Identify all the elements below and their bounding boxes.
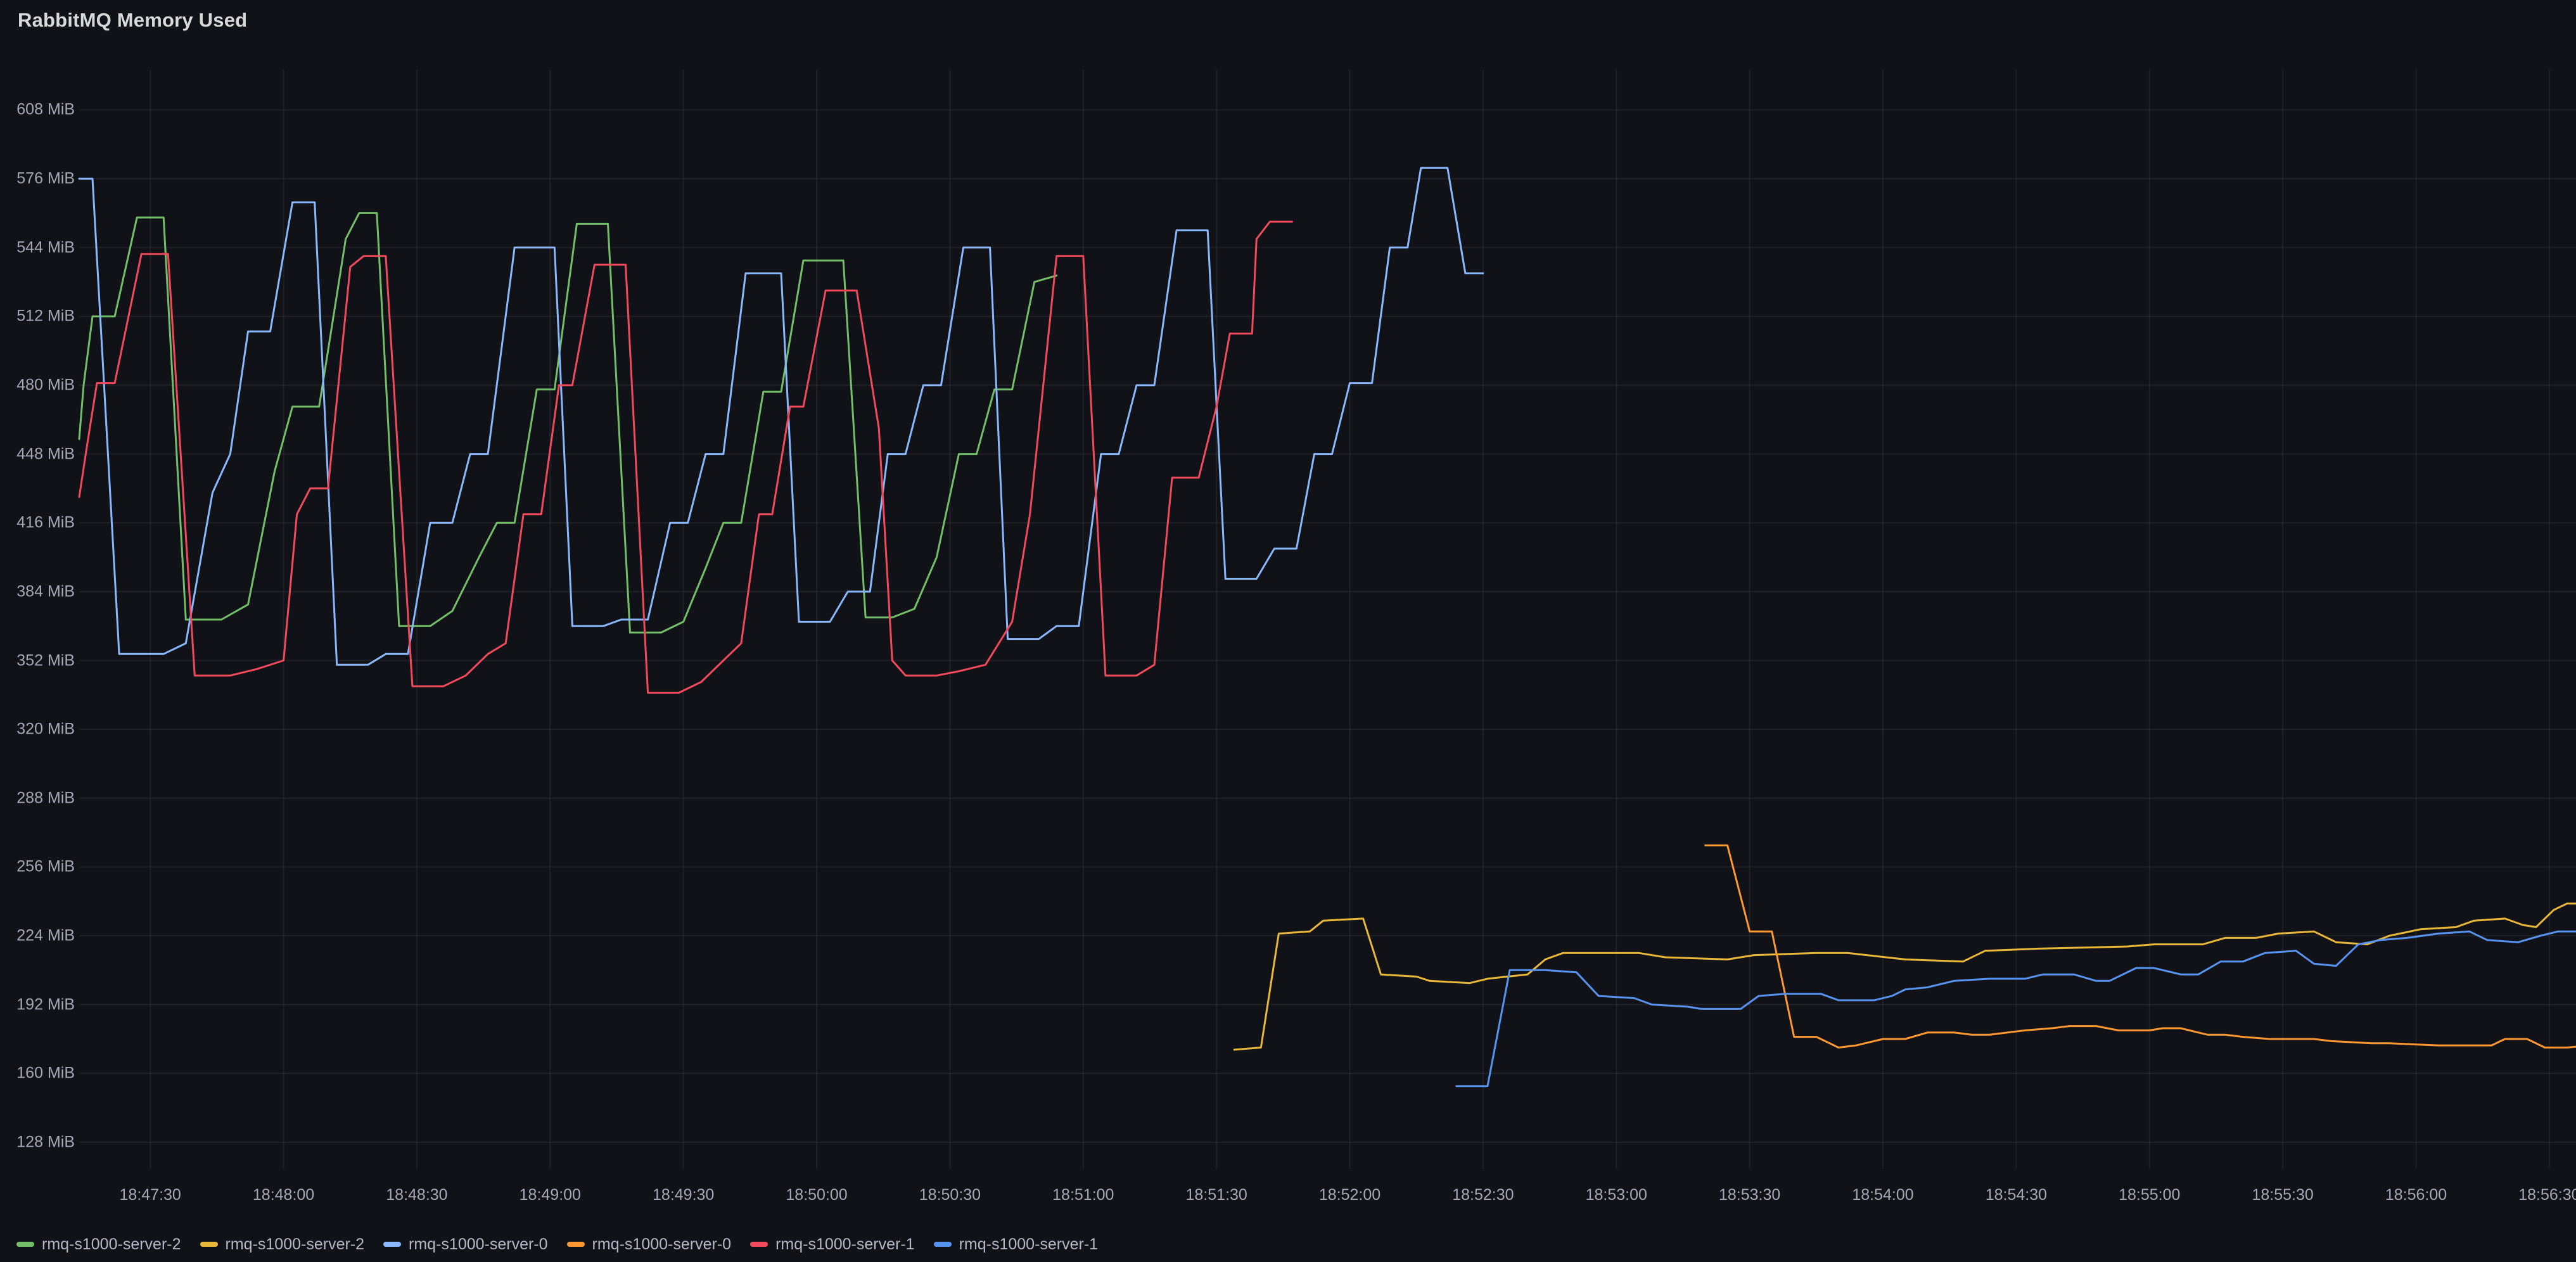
y-tick-label: 416 MiB xyxy=(16,513,75,532)
legend: rmq-s1000-server-2 rmq-s1000-server-2 rmq-… xyxy=(16,1232,1117,1257)
series-line-rmq-s1000-server-1 xyxy=(78,220,1293,694)
y-tick-label: 608 MiB xyxy=(16,100,75,118)
legend-label: rmq-s1000-server-1 xyxy=(959,1235,1099,1253)
x-tick-label: 18:55:30 xyxy=(2252,1186,2314,1204)
legend-swatch-icon xyxy=(16,1242,34,1247)
legend-swatch-icon xyxy=(566,1242,585,1247)
series-line-rmq-s1000-server-0 xyxy=(78,167,1484,666)
legend-item-rmq-s1000-server-2[interactable]: rmq-s1000-server-2 xyxy=(200,1235,365,1254)
legend-item-rmq-s1000-server-0[interactable]: rmq-s1000-server-0 xyxy=(383,1235,548,1254)
y-tick-label: 448 MiB xyxy=(16,445,75,463)
y-tick-label: 256 MiB xyxy=(16,857,75,876)
legend-item-rmq-s1000-server-1[interactable]: rmq-s1000-server-1 xyxy=(750,1235,915,1254)
y-tick-label: 160 MiB xyxy=(16,1064,75,1082)
legend-swatch-icon xyxy=(750,1242,768,1247)
series-line-rmq-s1000-server-0 xyxy=(1704,844,2576,1048)
x-tick-label: 18:51:30 xyxy=(1185,1186,1247,1204)
legend-item-rmq-s1000-server-1[interactable]: rmq-s1000-server-1 xyxy=(933,1235,1099,1254)
y-tick-label: 192 MiB xyxy=(16,995,75,1014)
x-tick-label: 18:56:30 xyxy=(2518,1186,2576,1204)
y-tick-label: 512 MiB xyxy=(16,307,75,325)
y-tick-label: 384 MiB xyxy=(16,582,75,601)
x-tick-label: 18:53:30 xyxy=(1719,1186,1781,1204)
x-tick-label: 18:49:00 xyxy=(519,1186,581,1204)
y-tick-label: 224 MiB xyxy=(16,926,75,945)
legend-item-rmq-s1000-server-0[interactable]: rmq-s1000-server-0 xyxy=(566,1235,732,1254)
series-line-rmq-s1000-server-2 xyxy=(78,212,1058,634)
y-tick-label: 576 MiB xyxy=(16,169,75,188)
x-tick-label: 18:48:00 xyxy=(252,1186,315,1204)
y-tick-label: 544 MiB xyxy=(16,238,75,257)
x-tick-label: 18:52:00 xyxy=(1318,1186,1381,1204)
x-tick-label: 18:53:00 xyxy=(1585,1186,1647,1204)
legend-label: rmq-s1000-server-2 xyxy=(225,1235,365,1253)
x-tick-label: 18:56:00 xyxy=(2385,1186,2447,1204)
y-tick-label: 480 MiB xyxy=(16,376,75,394)
x-tick-label: 18:55:00 xyxy=(2119,1186,2181,1204)
legend-swatch-icon xyxy=(200,1242,218,1247)
series-line-rmq-s1000-server-2 xyxy=(1233,902,2576,1051)
legend-swatch-icon xyxy=(383,1242,402,1247)
legend-label: rmq-s1000-server-0 xyxy=(592,1235,732,1253)
y-tick-label: 352 MiB xyxy=(16,651,75,669)
legend-label: rmq-s1000-server-0 xyxy=(409,1235,548,1253)
x-tick-label: 18:50:30 xyxy=(919,1186,981,1204)
x-tick-label: 18:54:30 xyxy=(1985,1186,2048,1204)
legend-label: rmq-s1000-server-2 xyxy=(42,1235,181,1253)
x-tick-label: 18:54:00 xyxy=(1852,1186,1914,1204)
x-tick-label: 18:47:30 xyxy=(119,1186,181,1204)
legend-label: rmq-s1000-server-1 xyxy=(775,1235,915,1253)
legend-item-rmq-s1000-server-2[interactable]: rmq-s1000-server-2 xyxy=(16,1235,181,1254)
x-tick-label: 18:48:30 xyxy=(386,1186,448,1204)
x-tick-label: 18:50:00 xyxy=(786,1186,848,1204)
panel-title[interactable]: RabbitMQ Memory Used xyxy=(18,9,248,31)
x-tick-label: 18:49:30 xyxy=(653,1186,715,1204)
x-tick-label: 18:52:30 xyxy=(1452,1186,1514,1204)
y-tick-label: 128 MiB xyxy=(16,1133,75,1151)
series-line-rmq-s1000-server-1 xyxy=(1455,930,2576,1088)
x-tick-label: 18:51:00 xyxy=(1052,1186,1114,1204)
y-tick-label: 288 MiB xyxy=(16,789,75,807)
legend-swatch-icon xyxy=(933,1242,952,1247)
y-tick-label: 320 MiB xyxy=(16,720,75,738)
